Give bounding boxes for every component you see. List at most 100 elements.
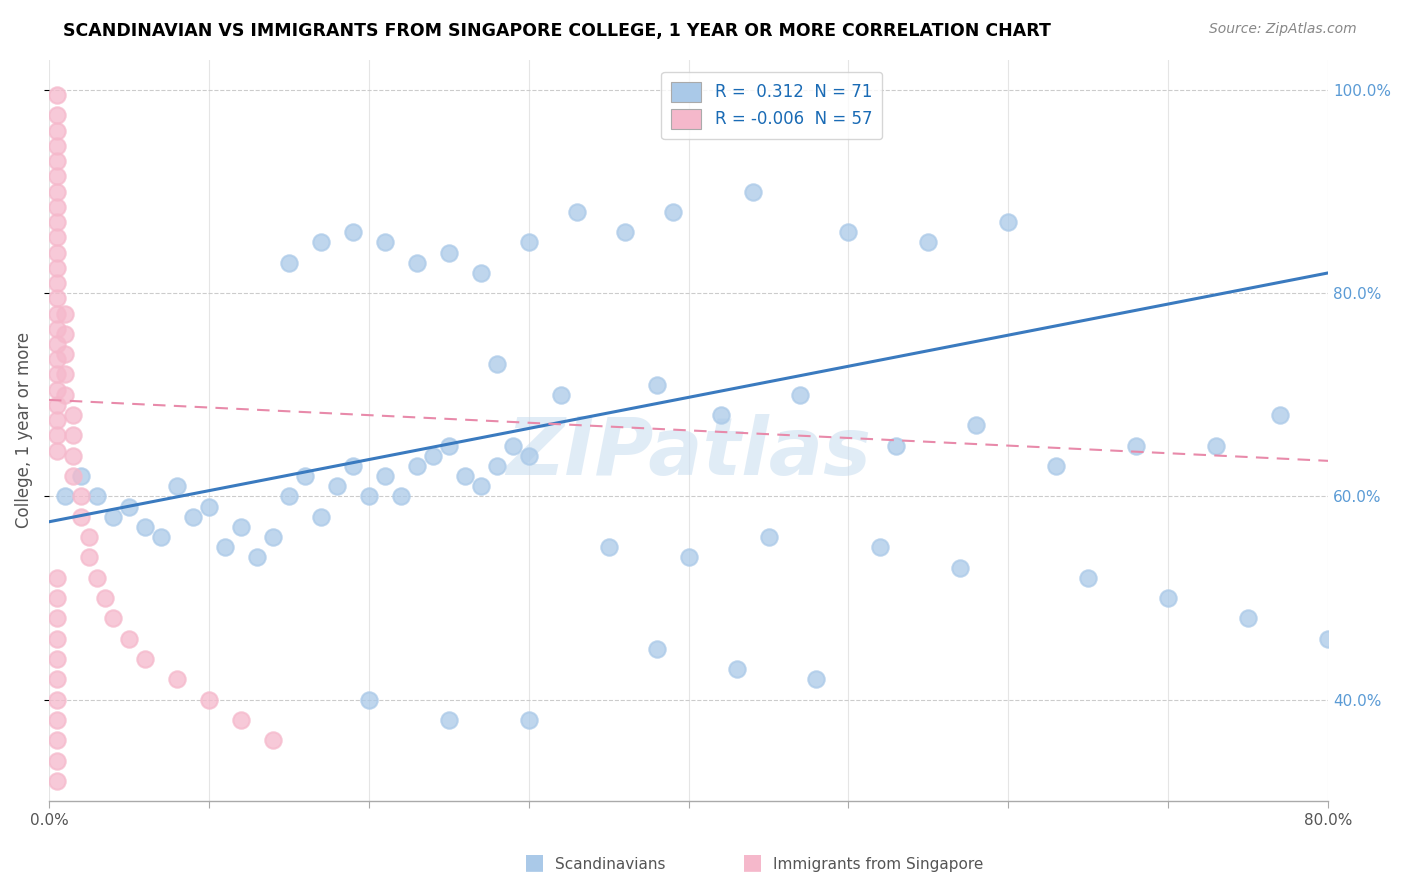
Point — [342, 225, 364, 239]
Point — [1205, 439, 1227, 453]
Point — [46, 368, 69, 382]
Point — [997, 215, 1019, 229]
Point — [678, 550, 700, 565]
Point — [437, 713, 460, 727]
Point — [645, 641, 668, 656]
Point — [198, 692, 221, 706]
Point — [422, 449, 444, 463]
Point — [437, 245, 460, 260]
Point — [917, 235, 939, 250]
Point — [181, 509, 204, 524]
Point — [294, 469, 316, 483]
Point — [134, 520, 156, 534]
Point — [53, 307, 76, 321]
Point — [101, 509, 124, 524]
Point — [309, 235, 332, 250]
Point — [46, 185, 69, 199]
Point — [77, 530, 100, 544]
Point — [342, 458, 364, 473]
Point — [46, 443, 69, 458]
Point — [437, 439, 460, 453]
Point — [53, 489, 76, 503]
Point — [1077, 571, 1099, 585]
Point — [1237, 611, 1260, 625]
Point — [374, 469, 396, 483]
Point — [517, 713, 540, 727]
Point — [46, 591, 69, 605]
Text: Source: ZipAtlas.com: Source: ZipAtlas.com — [1209, 22, 1357, 37]
Point — [357, 692, 380, 706]
Point — [46, 652, 69, 666]
Point — [725, 662, 748, 676]
Point — [470, 266, 492, 280]
Point — [46, 672, 69, 686]
Point — [405, 256, 427, 270]
Point — [134, 652, 156, 666]
Point — [709, 408, 731, 422]
Point — [46, 139, 69, 153]
Point — [645, 377, 668, 392]
Point — [46, 291, 69, 305]
Point — [1125, 439, 1147, 453]
Point — [46, 352, 69, 367]
Point — [389, 489, 412, 503]
Point — [62, 408, 84, 422]
Text: ■: ■ — [524, 853, 544, 872]
Point — [70, 489, 93, 503]
Point — [166, 479, 188, 493]
Point — [46, 322, 69, 336]
Point — [166, 672, 188, 686]
Point — [149, 530, 172, 544]
Point — [485, 357, 508, 371]
Point — [46, 692, 69, 706]
Point — [46, 88, 69, 103]
Point — [86, 489, 108, 503]
Point — [485, 458, 508, 473]
Point — [101, 611, 124, 625]
Point — [46, 124, 69, 138]
Point — [53, 326, 76, 341]
Point — [70, 469, 93, 483]
Point — [46, 611, 69, 625]
Point — [502, 439, 524, 453]
Point — [62, 469, 84, 483]
Text: ■: ■ — [742, 853, 762, 872]
Point — [357, 489, 380, 503]
Point — [46, 428, 69, 442]
Point — [550, 388, 572, 402]
Point — [277, 489, 299, 503]
Point — [949, 560, 972, 574]
Point — [53, 368, 76, 382]
Point — [46, 754, 69, 768]
Point — [62, 428, 84, 442]
Point — [62, 449, 84, 463]
Point — [70, 509, 93, 524]
Point — [118, 500, 141, 514]
Point — [46, 413, 69, 427]
Point — [741, 185, 763, 199]
Point — [1045, 458, 1067, 473]
Point — [517, 449, 540, 463]
Point — [262, 530, 284, 544]
Point — [46, 398, 69, 412]
Point — [46, 337, 69, 351]
Point — [1317, 632, 1340, 646]
Point — [806, 672, 828, 686]
Point — [46, 108, 69, 122]
Point — [118, 632, 141, 646]
Point — [46, 571, 69, 585]
Point — [94, 591, 117, 605]
Point — [374, 235, 396, 250]
Point — [46, 307, 69, 321]
Point — [309, 509, 332, 524]
Point — [77, 550, 100, 565]
Text: ZIPatlas: ZIPatlas — [506, 414, 872, 491]
Point — [454, 469, 477, 483]
Point — [229, 713, 252, 727]
Point — [246, 550, 269, 565]
Point — [1157, 591, 1180, 605]
Point — [46, 200, 69, 214]
Point — [837, 225, 859, 239]
Point — [46, 632, 69, 646]
Point — [46, 245, 69, 260]
